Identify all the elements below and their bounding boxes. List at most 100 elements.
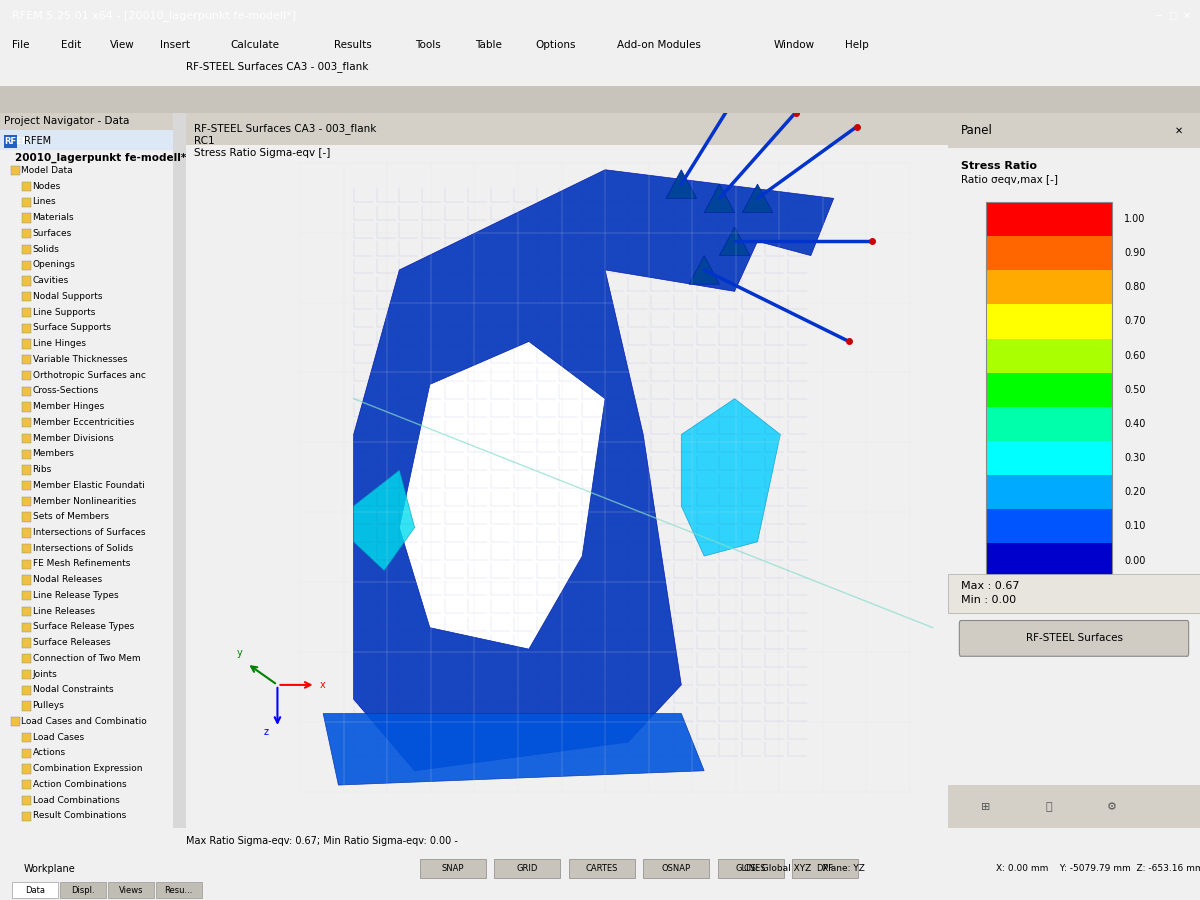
Text: Nodal Constraints: Nodal Constraints	[32, 686, 113, 695]
Text: Actions: Actions	[32, 749, 66, 758]
Bar	[986, 202, 1111, 578]
Bar	[23, 292, 31, 302]
Text: RF-STEEL Surfaces: RF-STEEL Surfaces	[1026, 634, 1122, 643]
Text: Displ.: Displ.	[71, 886, 95, 895]
Bar	[986, 338, 1111, 373]
Text: 0.00: 0.00	[1124, 555, 1146, 565]
Text: Load Cases: Load Cases	[32, 733, 84, 742]
Text: Pulleys: Pulleys	[32, 701, 65, 710]
Bar	[986, 475, 1111, 509]
Text: Openings: Openings	[32, 260, 76, 269]
Bar	[60, 882, 106, 898]
Bar	[23, 418, 31, 428]
Text: RFEM 5.25.01 x64 - [20010_lagerpunkt fe-modell*]: RFEM 5.25.01 x64 - [20010_lagerpunkt fe-…	[12, 10, 296, 22]
Text: Nodes: Nodes	[32, 182, 61, 191]
Bar	[23, 749, 31, 758]
Bar	[23, 764, 31, 774]
Bar	[23, 449, 31, 459]
Bar	[23, 528, 31, 537]
Text: Calculate: Calculate	[230, 40, 280, 50]
Bar	[23, 638, 31, 648]
Text: Load Combinations: Load Combinations	[32, 796, 119, 805]
Text: Intersections of Solids: Intersections of Solids	[32, 544, 133, 553]
Text: Sets of Members: Sets of Members	[32, 512, 108, 521]
Text: Surfaces: Surfaces	[32, 229, 72, 238]
Bar	[643, 859, 709, 878]
Text: Line Hinges: Line Hinges	[32, 339, 85, 348]
Text: Solids: Solids	[32, 245, 60, 254]
Bar	[173, 112, 186, 828]
Text: ✕: ✕	[1183, 11, 1190, 21]
Bar	[23, 339, 31, 348]
Bar	[23, 654, 31, 663]
Text: ✕: ✕	[1175, 125, 1183, 135]
Bar	[0, 112, 186, 130]
Text: 0.70: 0.70	[1124, 317, 1146, 327]
Text: 1.00: 1.00	[1124, 214, 1146, 224]
Text: Variable Thicknesses: Variable Thicknesses	[32, 355, 127, 364]
Text: Table: Table	[475, 40, 502, 50]
Bar	[23, 512, 31, 522]
Text: ⊞: ⊞	[982, 802, 990, 812]
Text: Line Release Types: Line Release Types	[32, 591, 118, 600]
Bar	[986, 202, 1111, 236]
Text: 🖼: 🖼	[1045, 802, 1052, 812]
Bar	[4, 135, 17, 148]
Bar	[792, 859, 858, 878]
Bar	[23, 308, 31, 317]
Bar	[569, 859, 635, 878]
Text: Materials: Materials	[32, 213, 74, 222]
Bar	[23, 544, 31, 554]
Text: Member Divisions: Member Divisions	[32, 434, 113, 443]
Bar	[718, 859, 784, 878]
Text: Edit: Edit	[61, 40, 82, 50]
Text: Stress Ratio Sigma-eqv [-]: Stress Ratio Sigma-eqv [-]	[193, 148, 330, 158]
Text: Tools: Tools	[415, 40, 440, 50]
Text: RC1: RC1	[193, 136, 215, 146]
Bar	[0, 130, 186, 149]
Text: 0.60: 0.60	[1124, 351, 1146, 361]
Text: Joints: Joints	[32, 670, 58, 679]
Bar	[986, 373, 1111, 407]
Text: Results: Results	[334, 40, 371, 50]
Bar	[0, 86, 1200, 112]
Text: Member Eccentricities: Member Eccentricities	[32, 418, 134, 427]
Polygon shape	[743, 184, 773, 212]
Text: Member Elastic Foundati: Member Elastic Foundati	[32, 481, 144, 490]
Text: File: File	[12, 40, 30, 50]
Bar	[11, 717, 19, 726]
Text: Ratio σeqv,max [-]: Ratio σeqv,max [-]	[961, 176, 1057, 185]
Text: Stress Ratio: Stress Ratio	[961, 161, 1037, 171]
Bar	[23, 356, 31, 364]
Text: Nodal Releases: Nodal Releases	[32, 575, 102, 584]
Text: Cavities: Cavities	[32, 276, 68, 285]
Text: Max : 0.67: Max : 0.67	[961, 581, 1019, 591]
Text: RFEM: RFEM	[24, 136, 52, 146]
Text: ─: ─	[1156, 11, 1160, 21]
Text: Members: Members	[32, 449, 74, 458]
Text: Line Releases: Line Releases	[32, 607, 95, 616]
Bar	[948, 574, 1200, 614]
Text: Help: Help	[845, 40, 869, 50]
Text: RF-STEEL Surfaces CA3 - 003_flank: RF-STEEL Surfaces CA3 - 003_flank	[193, 122, 376, 134]
Bar	[23, 670, 31, 680]
Text: Combination Expression: Combination Expression	[32, 764, 142, 773]
Text: Resu...: Resu...	[164, 886, 193, 895]
Text: 0.20: 0.20	[1124, 487, 1146, 497]
FancyBboxPatch shape	[959, 620, 1189, 656]
Bar	[23, 623, 31, 632]
Bar	[986, 270, 1111, 304]
Bar	[986, 236, 1111, 270]
Bar	[420, 859, 486, 878]
Bar	[23, 213, 31, 222]
Text: □: □	[1168, 11, 1177, 21]
Text: Project Navigator - Data: Project Navigator - Data	[4, 116, 130, 126]
Text: Add-on Modules: Add-on Modules	[617, 40, 701, 50]
Polygon shape	[666, 170, 696, 198]
Text: Member Nonlinearities: Member Nonlinearities	[32, 497, 136, 506]
Bar	[23, 481, 31, 491]
Text: Surface Release Types: Surface Release Types	[32, 623, 134, 632]
Text: CS: Global XYZ    Plane: YZ: CS: Global XYZ Plane: YZ	[744, 864, 865, 873]
Bar	[108, 882, 154, 898]
Text: z: z	[264, 727, 269, 737]
